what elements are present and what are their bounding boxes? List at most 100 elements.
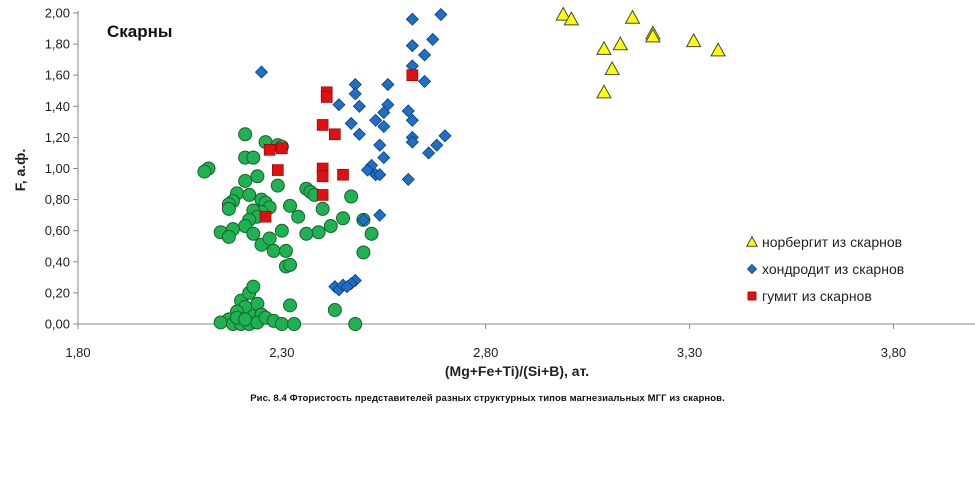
y-tick-label: 0,40: [45, 254, 70, 269]
y-tick-label: 0,60: [45, 223, 70, 238]
data-point-circle: [311, 225, 326, 240]
data-point-diamond: [352, 127, 366, 141]
data-point-circle: [348, 317, 363, 331]
legend-marker-triangle: [745, 235, 759, 247]
data-point-circle: [323, 219, 338, 234]
data-point-circle: [299, 226, 314, 241]
data-point-square: [329, 128, 341, 141]
data-point-circle: [274, 317, 289, 331]
y-tick-label: 1,00: [45, 161, 70, 176]
data-point-square: [316, 170, 329, 183]
data-point-diamond: [340, 280, 354, 294]
data-point-triangle: [563, 11, 580, 26]
data-point-circle: [291, 209, 306, 224]
data-point-circle: [364, 226, 379, 241]
data-point-diamond: [373, 168, 387, 182]
x-tick-labels: 1,80 2,30 2,80 3,30 3,80: [65, 345, 906, 360]
data-point-circle: [238, 312, 253, 327]
legend-marker-diamond: [746, 263, 758, 275]
y-tick-labels: 0,00 0,20 0,40 0,60 0,80 1,00 1,20 1,40 1,60 1,80…: [45, 6, 70, 332]
legend-marker-square: [747, 291, 757, 301]
data-point-circle: [283, 298, 298, 313]
data-point-triangle: [710, 42, 726, 57]
series-circle: [197, 127, 379, 331]
y-tick-label: 1,40: [45, 99, 70, 114]
data-point-diamond: [344, 116, 358, 130]
data-point-diamond: [377, 119, 391, 134]
data-point-diamond: [352, 99, 366, 113]
data-point-circle: [197, 164, 212, 179]
data-point-circle: [246, 150, 261, 165]
y-tick-label: 0,00: [45, 317, 70, 332]
data-point-circle: [221, 229, 236, 244]
data-point-diamond: [434, 7, 448, 22]
data-point-diamond: [401, 104, 415, 118]
data-point-circle: [344, 189, 359, 204]
y-tick-label: 2,00: [45, 6, 70, 21]
y-tick-label: 1,60: [45, 68, 70, 83]
data-point-diamond: [438, 129, 452, 143]
series-triangle: [555, 6, 726, 99]
legend-label: хондродит из скарнов: [762, 261, 904, 277]
data-point-triangle: [685, 32, 702, 48]
data-point-circle: [270, 178, 285, 193]
legend: норбергит из скарнов хондродит из скарнов…: [745, 234, 904, 304]
data-point-square: [320, 91, 333, 103]
data-point-circle: [221, 201, 236, 216]
data-point-square: [263, 144, 276, 156]
data-point-triangle: [596, 40, 612, 55]
data-marks: [197, 6, 726, 331]
data-point-square: [406, 69, 419, 81]
data-point-circle: [274, 223, 289, 238]
series-diamond: [254, 7, 452, 297]
figure-caption: Рис. 8.4 Фтористость представителей разн…: [250, 393, 725, 404]
data-point-circle: [213, 315, 228, 330]
data-point-triangle: [604, 60, 620, 76]
y-tick-label: 1,80: [45, 37, 70, 52]
data-point-diamond: [356, 213, 370, 227]
data-point-circle: [315, 201, 330, 216]
data-point-square: [276, 142, 288, 155]
data-point-diamond: [405, 113, 419, 127]
series-square: [259, 69, 419, 223]
data-point-diamond: [401, 172, 415, 186]
data-point-circle: [238, 173, 253, 188]
data-point-diamond: [405, 135, 419, 149]
data-point-circle: [327, 303, 342, 318]
data-point-circle: [356, 245, 371, 260]
data-point-diamond: [405, 12, 419, 26]
data-point-square: [316, 189, 329, 201]
data-point-circle: [242, 187, 257, 202]
data-point-diamond: [426, 32, 440, 47]
data-point-square: [259, 210, 272, 223]
data-point-circle: [283, 257, 298, 272]
data-point-triangle: [596, 84, 612, 99]
data-point-diamond: [369, 113, 383, 127]
x-tick-label: 2,30: [269, 345, 294, 360]
legend-label: гумит из скарнов: [762, 288, 872, 304]
y-tick-label: 1,20: [45, 130, 70, 145]
data-point-triangle: [645, 28, 661, 43]
x-tick-label: 2,80: [473, 345, 498, 360]
data-point-triangle: [555, 6, 572, 21]
data-point-diamond: [418, 74, 432, 88]
data-point-diamond: [405, 39, 419, 53]
y-tick-label: 0,20: [45, 285, 70, 300]
data-point-diamond: [360, 163, 375, 177]
x-tick-label: 1,80: [65, 345, 90, 360]
data-point-diamond: [332, 98, 346, 112]
y-tick-label: 0,80: [45, 192, 70, 207]
data-point-circle: [250, 169, 265, 184]
data-point-diamond: [418, 48, 432, 62]
data-point-triangle: [624, 9, 641, 24]
data-point-diamond: [377, 105, 391, 120]
data-point-diamond: [254, 65, 269, 79]
data-point-diamond: [430, 138, 444, 152]
x-axis-title: (Mg+Fe+Ti)/(Si+B), ат.: [445, 363, 589, 379]
data-point-circle: [336, 211, 351, 226]
data-point-diamond: [377, 151, 391, 165]
data-point-circle: [266, 243, 281, 258]
data-point-diamond: [381, 77, 395, 92]
y-axis-title: F, а.ф.: [12, 149, 28, 192]
data-point-square: [337, 168, 349, 181]
